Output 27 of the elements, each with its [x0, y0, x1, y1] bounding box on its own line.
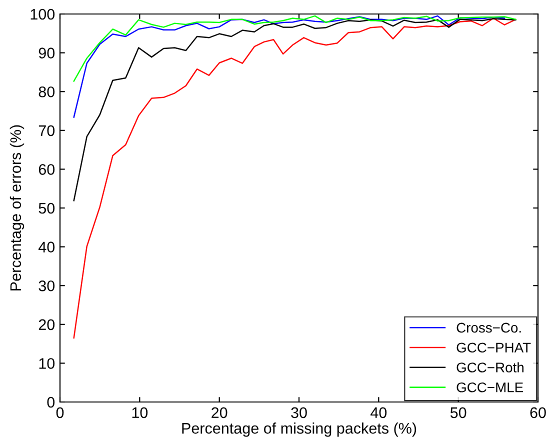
legend-label: GCC−PHAT — [456, 342, 531, 353]
legend-label: GCC−Roth — [456, 362, 524, 372]
y-tick-label: 30 — [38, 280, 55, 292]
legend-label: GCC−MLE — [456, 382, 523, 392]
y-tick-label: 70 — [38, 125, 55, 136]
line-series — [73, 18, 516, 202]
x-tick-label: 0 — [56, 407, 64, 418]
x-tick-label: 50 — [450, 407, 466, 418]
line-series — [73, 15, 506, 118]
legend-label: Cross−Co. — [456, 322, 521, 333]
y-tick-label: 90 — [38, 48, 55, 58]
x-tick-label: 30 — [291, 407, 307, 418]
y-axis-title: Percentage of errors (%) — [10, 125, 24, 290]
x-axis-title: Percentage of missing packets (%) — [182, 422, 416, 437]
x-tick-label: 40 — [370, 407, 387, 418]
y-tick-label: 50 — [38, 202, 55, 214]
y-tick-label: 40 — [38, 242, 55, 252]
x-tick-label: 10 — [132, 407, 148, 418]
y-tick-label: 80 — [38, 86, 55, 98]
y-tick-label: 60 — [38, 164, 55, 175]
line-series — [73, 15, 516, 82]
y-tick-label: 0 — [47, 396, 55, 408]
y-tick-label: 100 — [30, 8, 55, 20]
x-tick-label: 20 — [212, 407, 228, 418]
x-tick-label: 60 — [530, 407, 546, 418]
y-tick-label: 20 — [38, 319, 55, 330]
y-tick-label: 10 — [39, 358, 55, 369]
